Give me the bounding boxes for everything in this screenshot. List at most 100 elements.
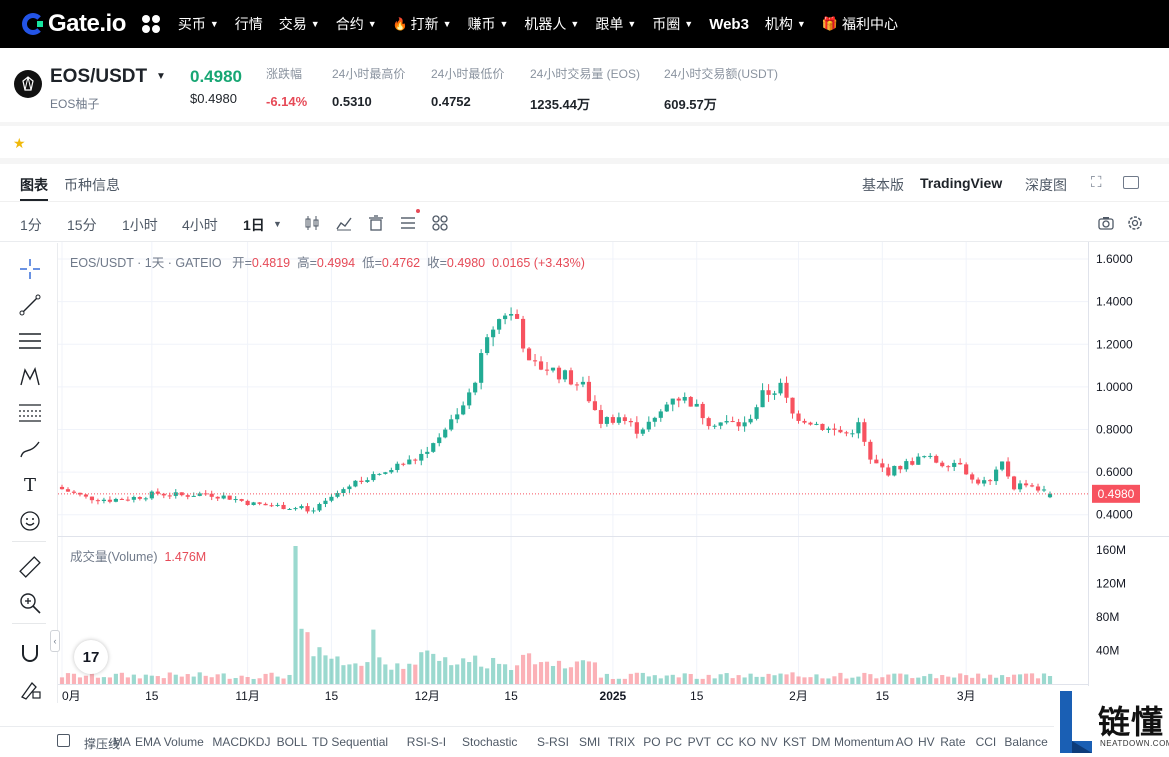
volume-bar: [970, 677, 975, 684]
price-chart[interactable]: 0.4980 1.6000 1.4000 1.2000 1.0000 0.8000 0.60…: [58, 242, 1169, 726]
ruler-icon[interactable]: [18, 555, 42, 579]
interval-1d[interactable]: 1日: [243, 217, 265, 233]
indicator-11[interactable]: SMI: [579, 735, 601, 749]
fib-icon[interactable]: [18, 401, 42, 425]
nav-item-4[interactable]: 🔥 打新 ▼: [392, 16, 452, 32]
star-icon[interactable]: ★: [13, 135, 26, 151]
volume-bar: [634, 672, 639, 684]
interval-4h[interactable]: 4小时: [182, 217, 218, 233]
candle-body: [509, 314, 514, 316]
indicator-19[interactable]: KST: [783, 735, 807, 749]
zoom-in-icon[interactable]: [18, 591, 42, 615]
trend-line-icon[interactable]: [18, 293, 42, 317]
indicator-22[interactable]: AO: [895, 735, 914, 749]
volume-bar: [562, 668, 568, 684]
indicator-9[interactable]: Stochastic: [462, 735, 518, 749]
indicator-25[interactable]: CCI: [975, 735, 997, 749]
nav-item-6[interactable]: 机器人 ▼: [524, 16, 580, 32]
fullscreen-icon[interactable]: ⛶: [1091, 174, 1102, 191]
volume-bar: [323, 655, 328, 684]
tab-coin-info[interactable]: 币种信息: [64, 177, 120, 193]
nav-item-11[interactable]: 🎁 福利中心: [821, 16, 899, 32]
volume-bar: [778, 673, 783, 684]
tab-basic[interactable]: 基本版: [862, 177, 904, 193]
emoji-icon[interactable]: [18, 509, 42, 533]
nav-item-8[interactable]: 币圈 ▼: [652, 16, 694, 32]
indicator-20[interactable]: DM: [811, 735, 831, 749]
volume-bar: [131, 674, 136, 684]
candle-type-icon[interactable]: [304, 215, 320, 231]
nav-item-1[interactable]: 行情: [234, 16, 263, 32]
indicators-icon[interactable]: [336, 215, 352, 231]
nav-item-9[interactable]: Web3: [709, 15, 749, 33]
nav-item-10[interactable]: 机构 ▼: [764, 16, 806, 32]
pair-dropdown-icon[interactable]: ▼: [156, 71, 166, 82]
indicator-0[interactable]: 撑压线: [84, 737, 121, 751]
indicator-8[interactable]: RSI-S-I: [406, 735, 447, 749]
volume-bar: [850, 677, 855, 684]
indicator-14[interactable]: PC: [665, 735, 683, 749]
candle-body: [982, 480, 987, 484]
candle-body: [868, 441, 873, 460]
interval-1h[interactable]: 1小时: [122, 217, 158, 233]
indicator-17[interactable]: KO: [738, 735, 756, 749]
indicator-18[interactable]: NV: [760, 735, 778, 749]
horizontal-lines-icon[interactable]: [18, 329, 42, 353]
indicator-15[interactable]: PVT: [687, 735, 711, 749]
interval-15m[interactable]: 15分: [67, 217, 97, 233]
tab-chart[interactable]: 图表: [20, 177, 48, 193]
indicator-6[interactable]: BOLL: [276, 735, 308, 749]
volume-bar: [341, 665, 346, 684]
indicator-24[interactable]: Rate: [940, 735, 966, 749]
calendar-icon[interactable]: [57, 734, 70, 747]
brush-icon[interactable]: [18, 437, 42, 461]
candle-body: [652, 417, 657, 422]
tradingview-logo[interactable]: 17: [74, 640, 108, 674]
nav-item-0[interactable]: 买币 ▼: [177, 16, 219, 32]
gate-logo[interactable]: Gate.io: [22, 0, 126, 48]
layout-grid-icon[interactable]: [432, 215, 448, 231]
nav-item-7[interactable]: 跟单 ▼: [595, 16, 637, 32]
candle-body: [742, 422, 747, 427]
text-tool-icon[interactable]: T: [23, 474, 36, 496]
candle-body: [718, 422, 723, 426]
pair-name[interactable]: EOS/USDT: [50, 66, 148, 87]
tab-tradingview[interactable]: TradingView: [920, 175, 1003, 191]
indicator-2[interactable]: EMA: [135, 735, 162, 749]
indicator-5[interactable]: KDJ: [247, 735, 271, 749]
tab-depth[interactable]: 深度图: [1025, 177, 1067, 193]
candle-body: [784, 382, 789, 398]
indicator-4[interactable]: MACD: [212, 735, 248, 749]
volume-bar: [922, 676, 927, 684]
nav-item-2[interactable]: 交易 ▼: [278, 16, 320, 32]
lock-drawing-icon[interactable]: [18, 677, 42, 701]
interval-dropdown-icon[interactable]: ▼: [273, 219, 282, 229]
magnet-icon[interactable]: [18, 641, 42, 665]
candle-body: [568, 370, 574, 385]
indicator-23[interactable]: HV: [918, 735, 935, 749]
volume-bar: [844, 678, 849, 684]
indicator-21[interactable]: Momentum: [834, 735, 895, 749]
nav-item-5[interactable]: 赚币 ▼: [467, 16, 509, 32]
collapse-toolbar-icon[interactable]: ‹: [50, 630, 60, 652]
indicator-3[interactable]: Volume: [163, 735, 204, 749]
indicator-7[interactable]: TD Sequential: [312, 735, 389, 749]
camera-icon[interactable]: [1098, 215, 1114, 231]
pattern-icon[interactable]: [18, 365, 42, 389]
indicator-10[interactable]: S-RSI: [537, 735, 570, 749]
crosshair-icon[interactable]: [18, 257, 42, 281]
indicator-12[interactable]: TRIX: [607, 735, 636, 749]
indicator-1[interactable]: MA: [112, 735, 131, 749]
trash-icon[interactable]: [368, 215, 384, 231]
indicator-13[interactable]: PO: [643, 735, 661, 749]
window-icon[interactable]: [1123, 176, 1139, 189]
interval-1m[interactable]: 1分: [20, 217, 42, 233]
apps-grid-icon[interactable]: [141, 15, 160, 33]
list-settings-icon[interactable]: [400, 215, 416, 231]
indicator-26[interactable]: Balance: [1004, 735, 1048, 749]
volume-bar: [71, 673, 77, 684]
settings-icon[interactable]: [1127, 215, 1143, 231]
nav-item-3[interactable]: 合约 ▼: [335, 16, 377, 32]
indicator-16[interactable]: CC: [716, 735, 734, 749]
stat-low: 24小时最低价 0.4752: [431, 67, 505, 109]
